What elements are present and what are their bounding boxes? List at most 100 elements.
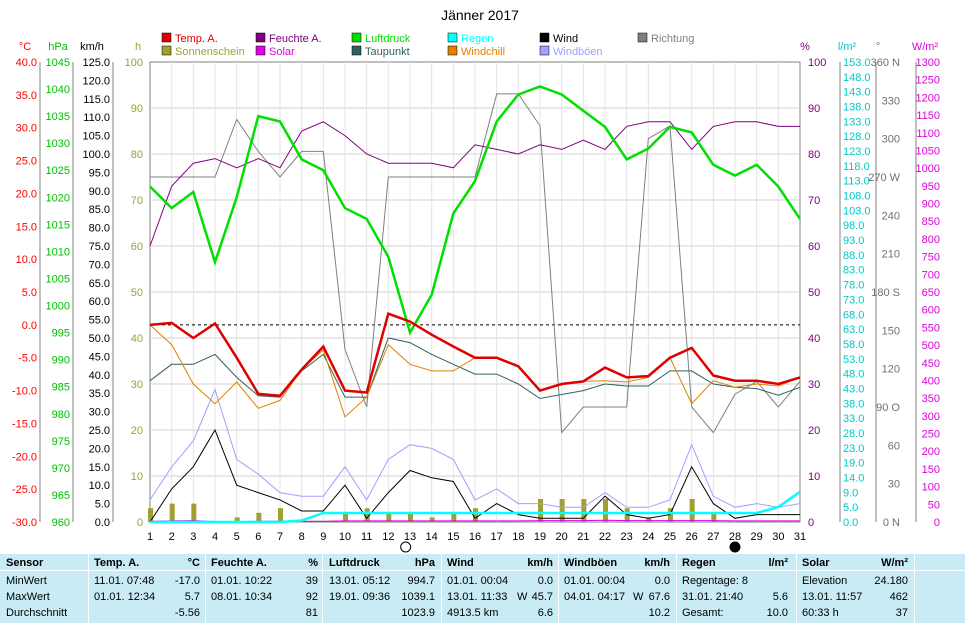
wind-tick-label: 85.0 [89,204,110,216]
direction-tick-label: 90 O [876,402,900,414]
pressure-tick-label: 1010 [46,246,70,258]
header-rain-unit: l/m² [768,557,788,569]
direction-tick-label: 270 W [868,172,900,184]
sun-tick-label: 30 [131,379,143,391]
stat-solar-val: 37 [895,607,908,619]
stat-hum-val: 39 [305,575,318,587]
series-line-regen [150,490,801,524]
direction-tick-label: 360 N [871,57,900,69]
sunshine-bar [386,512,392,522]
pressure-tick-label: 990 [52,355,70,367]
direction-tick-label: 120 [882,364,900,376]
pressure-tick-label: 975 [52,436,70,448]
solar-tick-label: 100 [922,482,940,494]
sunshine-bar [559,499,565,522]
stat-solar-when: Elevation [802,575,848,587]
x-tick-label: 16 [469,531,481,543]
humidity-tick-label: 100 [808,57,826,69]
rain-tick-label: 43.0 [843,383,864,395]
legend-swatch [539,32,550,43]
stat-wind-dir: W [517,591,528,603]
rain-tick-label: 63.0 [843,324,864,336]
header-press-unit: hPa [414,557,435,569]
rain-tick-label: 138.0 [843,102,871,114]
x-tick-label: 15 [447,531,459,543]
rain-tick-label: 148.0 [843,72,871,84]
temp-tick-label: 10.0 [16,254,37,266]
solar-tick-label: 1200 [916,92,940,104]
temp-tick-label: 0.0 [22,320,37,332]
stat-wind-val: 0.0 [537,575,553,587]
solar-tick-label: 600 [922,305,940,317]
stat-hum-when: 01.01. 10:22 [211,575,273,587]
stat-wind-when: 4913.5 km [447,607,499,619]
wind-tick-label: 25.0 [89,425,110,437]
wind-tick-label: 40.0 [89,370,110,382]
sunshine-bar [603,499,608,522]
legend-swatch [161,45,172,56]
stat-gust-when: 04.01. 04:17 [564,591,626,603]
wind-tick-label: 45.0 [89,351,110,363]
legend-label: Taupunkt [365,46,410,58]
wind-tick-label: 35.0 [89,388,110,400]
x-tick-label: 22 [599,531,611,543]
pressure-tick-label: 1030 [46,138,70,150]
temp-tick-label: -25.0 [12,484,37,496]
rain-tick-label: 73.0 [843,294,864,306]
solar-unit-label: W/m² [912,41,939,53]
direction-tick-label: 240 [882,210,900,222]
direction-tick-label: 30 [888,479,900,491]
x-tick-label: 10 [339,531,351,543]
sunshine-bar [668,508,673,522]
solar-tick-label: 150 [922,464,940,476]
x-tick-label: 31 [794,531,806,543]
sunshine-bar [148,508,153,522]
stat-rain-val: 5.6 [772,591,788,603]
humidity-tick-label: 60 [808,241,820,253]
rain-tick-label: 98.0 [843,220,864,232]
stat-hum-val: 92 [305,591,318,603]
humidity-tick-label: 10 [808,471,820,483]
rain-tick-label: 78.0 [843,280,864,292]
stat-hum-when: 08.01. 10:34 [211,591,273,603]
humidity-tick-label: 80 [808,149,820,161]
wind-tick-label: 60.0 [89,296,110,308]
header-hum-unit: % [308,557,318,569]
chart-title: Jänner 2017 [441,7,519,23]
solar-tick-label: 50 [928,499,940,511]
pressure-tick-label: 1000 [46,301,70,313]
rain-tick-label: 93.0 [843,235,864,247]
rain-tick-label: 48.0 [843,369,864,381]
axes: 40.035.030.025.020.015.010.05.00.0-5.0-1… [12,41,940,543]
x-tick-label: 19 [534,531,546,543]
stat-wind-val: 6.6 [537,607,553,619]
rain-tick-label: 103.0 [843,205,871,217]
stat-solar-val: 462 [889,591,908,603]
direction-tick-label: 210 [882,249,900,261]
x-tick-label: 2 [169,531,175,543]
solar-tick-label: 900 [922,199,940,211]
pressure-tick-label: 995 [52,328,70,340]
solar-tick-label: 200 [922,446,940,458]
pressure-tick-label: 1035 [46,111,70,123]
solar-tick-label: 800 [922,234,940,246]
x-tick-label: 25 [664,531,676,543]
solar-tick-label: 1300 [916,57,940,69]
sunshine-bar [408,512,413,522]
pressure-tick-label: 965 [52,490,70,502]
temp-tick-label: 5.0 [22,287,37,299]
x-tick-label: 14 [426,531,438,543]
stat-gust-val: 0.0 [654,575,670,587]
header-solar: Solar [802,557,830,569]
legend-label: Wind [553,33,578,45]
header-wind: Wind [447,557,474,569]
x-tick-label: 3 [190,531,196,543]
legend-label: Temp. A. [175,33,218,45]
series-line-richtung [150,93,801,434]
wind-tick-label: 55.0 [89,315,110,327]
legend-label: Luftdruck [365,33,411,45]
sunshine-bar [646,517,652,522]
stat-press-when: 13.01. 05:12 [329,575,391,587]
sun-tick-label: 100 [125,57,143,69]
wind-tick-label: 0.0 [95,517,110,529]
